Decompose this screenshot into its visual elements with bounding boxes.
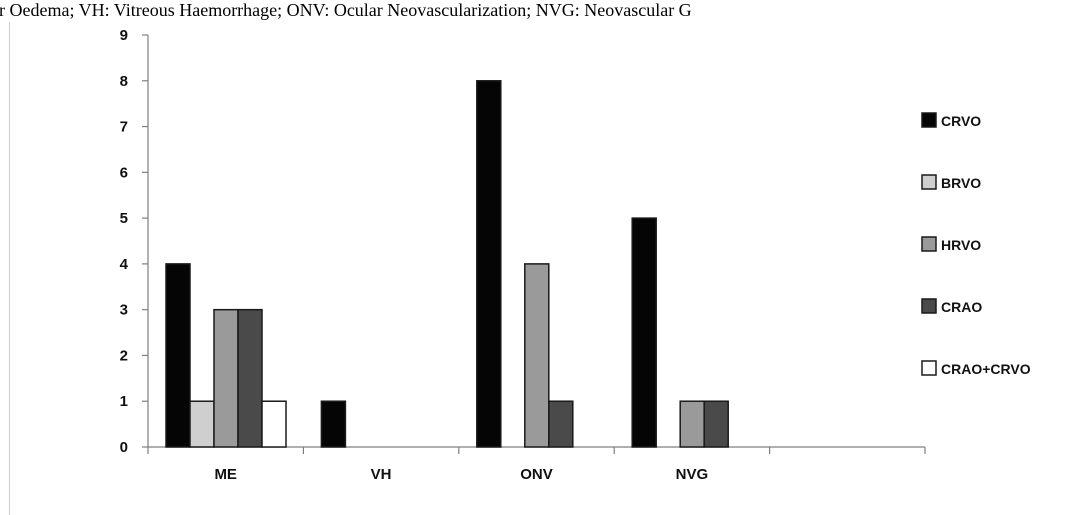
y-tick-label: 8 [120, 73, 128, 90]
bar [165, 263, 191, 448]
y-tick-label: 1 [120, 393, 128, 410]
y-tick-label: 7 [120, 119, 128, 136]
legend-label: HRVO [941, 237, 981, 253]
bar [524, 263, 550, 448]
bar [320, 400, 347, 448]
y-tick-label: 6 [120, 164, 128, 181]
legend-label: CRVO [941, 113, 981, 129]
y-tick-label: 3 [120, 302, 128, 319]
legend-label: CRAO+CRVO [941, 361, 1031, 377]
x-tick-label: VH [371, 466, 392, 483]
x-tick-label: NVG [676, 466, 709, 483]
y-tick-label: 5 [120, 210, 128, 227]
legend-label: BRVO [941, 175, 981, 191]
left-border-line [9, 22, 10, 515]
legend-swatch [921, 236, 937, 252]
x-tick-label: ONV [520, 466, 553, 483]
bar [679, 400, 705, 448]
y-tick-label: 4 [120, 256, 129, 273]
legend-swatch [921, 360, 937, 376]
legend-label: CRAO [941, 299, 982, 315]
legend-swatch [921, 112, 937, 128]
legend-swatch [921, 174, 937, 190]
y-tick-label: 0 [120, 439, 128, 456]
bar [189, 400, 215, 448]
bar [261, 400, 287, 448]
bar [631, 217, 657, 448]
bar [703, 400, 729, 448]
figure-caption: lar Oedema; VH: Vitreous Haemorrhage; ON… [0, 0, 692, 20]
bar [548, 400, 574, 448]
tick-labels: 0 1 2 3 4 5 6 7 8 9 ME VH ONV NVG [120, 27, 709, 483]
y-tick-label: 2 [120, 347, 128, 364]
bar [237, 308, 263, 448]
bar [476, 80, 502, 448]
bars [165, 80, 729, 448]
bar [213, 308, 239, 448]
y-tick-label: 9 [120, 27, 128, 44]
legend-swatch [921, 298, 937, 314]
legend: CRVO BRVO HRVO CRAO CRAO+CRVO [921, 112, 1031, 377]
x-tick-label: ME [214, 466, 237, 483]
